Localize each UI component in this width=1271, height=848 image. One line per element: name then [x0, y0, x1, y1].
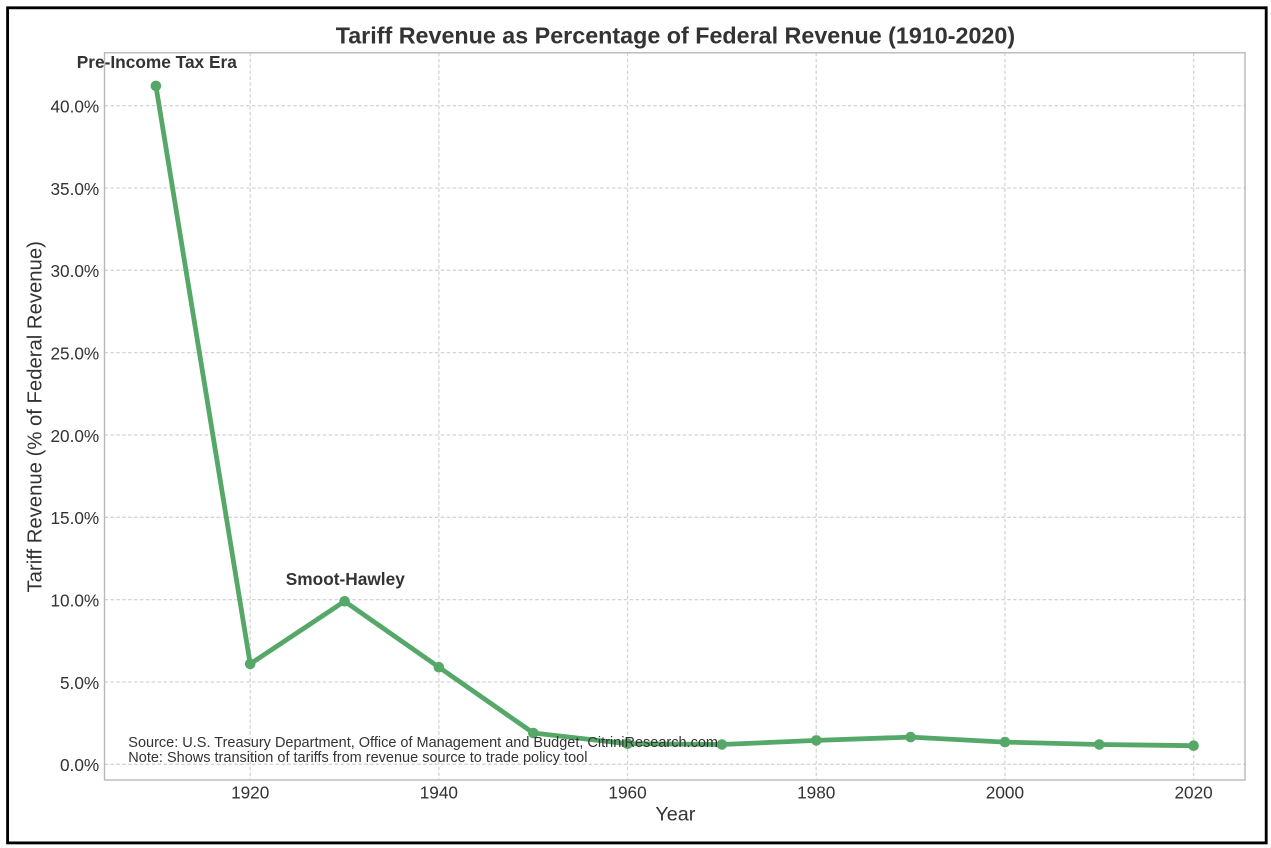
svg-text:1920: 1920 [231, 783, 269, 803]
svg-text:1960: 1960 [608, 783, 646, 803]
svg-text:Tariff Revenue as Percentage o: Tariff Revenue as Percentage of Federal … [336, 23, 1015, 49]
svg-text:30.0%: 30.0% [50, 261, 99, 281]
svg-text:Pre-Income Tax Era: Pre-Income Tax Era [77, 52, 237, 72]
svg-text:15.0%: 15.0% [50, 508, 99, 528]
svg-text:35.0%: 35.0% [50, 179, 99, 199]
svg-text:0.0%: 0.0% [60, 755, 99, 775]
svg-text:Smoot-Hawley: Smoot-Hawley [286, 569, 405, 589]
svg-text:2000: 2000 [986, 783, 1024, 803]
svg-text:Source: U.S. Treasury Departme: Source: U.S. Treasury Department, Office… [128, 735, 718, 751]
svg-text:2020: 2020 [1174, 783, 1212, 803]
svg-text:40.0%: 40.0% [50, 97, 99, 117]
svg-text:Year: Year [655, 803, 695, 825]
svg-text:5.0%: 5.0% [60, 673, 99, 693]
svg-text:20.0%: 20.0% [50, 426, 99, 446]
svg-text:Tariff Revenue (% of Federal R: Tariff Revenue (% of Federal Revenue) [25, 241, 47, 592]
svg-text:1940: 1940 [420, 783, 458, 803]
svg-text:Note: Shows transition of tari: Note: Shows transition of tariffs from r… [128, 750, 587, 766]
svg-text:10.0%: 10.0% [50, 591, 99, 611]
svg-text:1980: 1980 [797, 783, 835, 803]
svg-text:25.0%: 25.0% [50, 344, 99, 364]
